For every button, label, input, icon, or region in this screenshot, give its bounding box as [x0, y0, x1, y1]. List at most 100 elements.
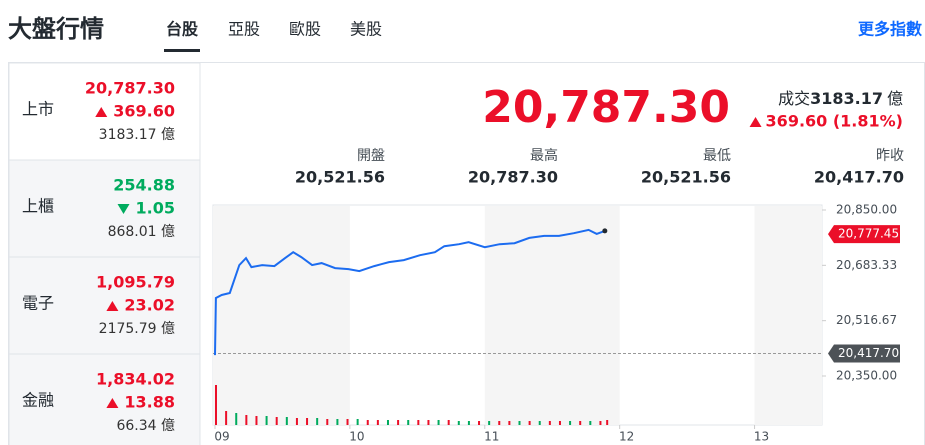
volume-bar — [265, 416, 268, 425]
volume-bar — [528, 421, 531, 425]
volume-bar — [326, 419, 329, 425]
stat-label: 昨收 — [876, 148, 904, 164]
y-tick-label: 20,850.00 — [836, 203, 897, 217]
x-tick-label: 12 — [619, 430, 634, 444]
tab[interactable]: 歐股 — [289, 20, 321, 39]
volume-bar — [606, 420, 609, 425]
volume-bar — [275, 417, 278, 425]
volume-bar — [548, 421, 551, 425]
volume-bar — [417, 420, 420, 425]
market-price: 254.88 — [113, 176, 175, 195]
stat-value: 20,521.56 — [641, 168, 731, 187]
volume-bar — [599, 421, 602, 425]
change-arrow — [749, 117, 762, 127]
volume-bar — [569, 421, 572, 425]
volume-part: 億 — [887, 89, 903, 108]
stat-value: 20,417.70 — [814, 168, 904, 187]
market-volume: 868.01 億 — [108, 224, 175, 240]
volume-bar — [366, 420, 369, 425]
volume-bar — [225, 411, 228, 425]
tab-underline — [164, 49, 200, 52]
volume-bar — [397, 420, 400, 425]
volume-bar — [336, 419, 339, 425]
stat-label: 最高 — [530, 147, 558, 164]
last-label: 20,777.45 — [838, 227, 899, 241]
volume-bar — [467, 421, 470, 425]
time-band — [484, 206, 620, 425]
stat-label: 開盤 — [357, 148, 385, 164]
last-point — [602, 228, 608, 234]
market-change: 23.02 — [124, 296, 175, 315]
market-change: 13.88 — [124, 393, 175, 412]
volume-bar — [356, 419, 359, 425]
reference-label: 20,417.70 — [838, 346, 899, 360]
volume-bar — [346, 419, 349, 425]
tab[interactable]: 台股 — [166, 20, 199, 39]
volume-bar — [558, 421, 561, 425]
y-tick-label: 20,683.33 — [836, 258, 897, 272]
volume-bar — [518, 421, 521, 425]
x-tick-label: 13 — [754, 430, 769, 444]
market-volume: 66.34 億 — [116, 418, 175, 434]
price-line — [214, 228, 606, 356]
volume-bar — [498, 421, 501, 425]
tab[interactable]: 亞股 — [228, 20, 260, 39]
x-tick-label: 10 — [349, 430, 364, 444]
change-arrow — [117, 204, 130, 214]
volume-bar — [376, 420, 379, 425]
market-price: 1,095.79 — [96, 273, 175, 292]
y-tick-label: 20,350.00 — [836, 369, 897, 383]
volume-bar — [295, 418, 298, 425]
market-name: 金融 — [22, 391, 54, 410]
market-price: 1,834.02 — [96, 370, 175, 389]
title: 大盤行情 — [8, 15, 104, 43]
change-arrow — [106, 301, 119, 311]
volume-bar — [386, 420, 389, 425]
volume-part: 3183.17 — [810, 89, 883, 108]
market-price: 20,787.30 — [85, 79, 175, 98]
change-arrow — [95, 107, 108, 117]
time-band — [213, 206, 350, 425]
volume-bar — [245, 415, 248, 425]
volume-bar — [215, 385, 217, 425]
time-band — [754, 206, 822, 425]
volume-bar — [508, 421, 511, 425]
volume-bar — [255, 416, 258, 425]
tab[interactable]: 美股 — [350, 20, 382, 39]
stat-label: 最低 — [703, 148, 731, 164]
reference-tag — [828, 344, 900, 363]
volume-bar — [306, 418, 309, 425]
stat-value: 20,521.56 — [295, 168, 385, 187]
volume-bar — [316, 418, 319, 425]
volume-bar — [235, 413, 238, 425]
quote-change: 369.60 (1.81%) — [766, 112, 903, 131]
stat-value: 20,787.30 — [468, 168, 558, 187]
market-name: 上櫃 — [22, 197, 54, 216]
y-tick-label: 20,516.67 — [836, 313, 897, 327]
volume-bar — [579, 421, 582, 425]
x-tick-label: 09 — [214, 430, 229, 444]
volume-bar — [427, 420, 430, 425]
more-link[interactable]: 更多指數 — [858, 20, 922, 39]
market-change: 369.60 — [113, 102, 175, 121]
volume-bar — [285, 417, 288, 425]
market-row[interactable] — [8, 353, 201, 445]
volume-bar — [488, 421, 491, 425]
x-tick-label: 11 — [484, 430, 499, 444]
market-change: 1.05 — [136, 199, 175, 218]
volume-bar — [589, 421, 592, 425]
volume-bar — [478, 421, 481, 425]
quote-volume: 成交3183.17 億 — [778, 89, 903, 108]
market-row[interactable] — [8, 159, 201, 258]
quote-price: 20,787.30 — [482, 82, 730, 133]
volume-bar — [457, 421, 460, 425]
market-name: 電子 — [22, 294, 54, 313]
market-name: 上市 — [22, 100, 54, 119]
market-volume: 2175.79 億 — [99, 321, 175, 337]
last-tag — [828, 225, 900, 244]
volume-bar — [437, 420, 440, 425]
market-volume: 3183.17 億 — [99, 127, 175, 143]
volume-bar — [407, 420, 410, 425]
volume-part: 成交 — [778, 89, 810, 108]
